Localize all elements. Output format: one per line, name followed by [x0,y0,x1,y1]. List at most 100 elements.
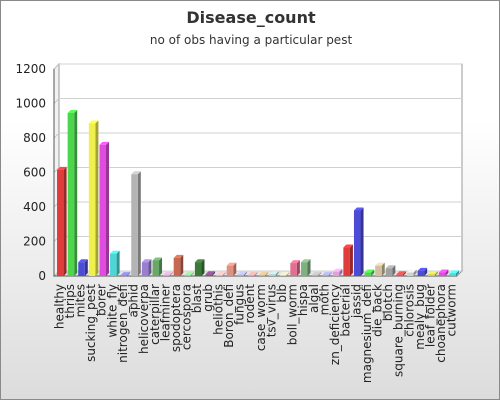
bar-top [396,271,406,275]
x-tick-label: rodent [243,284,257,324]
bar-side [137,171,141,276]
bar [332,271,340,276]
bar [141,262,149,276]
bar-top [237,271,247,275]
bar-top [290,260,300,264]
x-tick-label: moth [317,284,331,315]
bar-side [222,272,226,276]
bar [131,174,138,276]
bar-top [322,272,332,276]
bar [322,275,329,276]
x-tick-label: caterpillar [148,284,162,345]
bar [364,272,372,276]
x-tick-label: spodoptera [169,284,183,352]
bar-top [279,272,290,276]
bar-top [194,259,205,263]
bar [279,275,287,276]
bar-side [127,272,131,276]
bar-top [353,207,364,211]
bar [99,144,107,276]
bar-side [95,120,99,277]
bar [184,275,191,276]
bar-side [318,272,322,276]
x-tick-label: helicoverpa [137,284,151,354]
bar-top [226,262,237,266]
bar-side [201,259,205,276]
bar-top [300,259,311,263]
bar [163,275,170,276]
x-tick-label: cercospora [180,284,194,350]
gridline-depth [53,98,60,104]
bar-top [184,272,194,276]
bar-top [406,269,417,273]
bar-top [88,120,99,124]
x-tick-label: zn_deficiency [328,284,342,365]
bar [173,257,181,276]
bar-top [311,272,322,276]
bar-side [190,272,194,276]
y-tick-label: 1000 [15,97,46,111]
bar-top [258,272,269,276]
bar-side [212,271,216,276]
x-tick-label: leaf_folder [423,284,437,347]
bar-side [106,141,110,276]
bar [67,112,75,276]
bar-top [67,109,78,113]
x-tick-label: Boron_defi [222,284,236,348]
y-tick-label: 800 [23,131,46,145]
bar [152,260,160,276]
bar-side [328,272,332,276]
x-tick-label: healthy [52,284,66,329]
x-tick-label: leafminer [158,284,172,341]
x-tick-label: tsv_virus [264,284,278,337]
bar-side [413,269,417,276]
bar-side [286,272,290,276]
y-tick-label: 600 [23,166,46,180]
bar-top [417,267,428,271]
bar-top [173,254,184,258]
bar-top [332,268,343,272]
bar [449,273,456,276]
x-tick-label: mealy_bug [413,284,427,350]
bar-side [63,166,67,276]
y-tick-label: 1200 [15,62,46,76]
bar-side [360,207,364,276]
bar-top [131,171,141,175]
x-tick-label: sucking_pest [84,284,98,362]
chart-subtitle: no of obs having a particular pest [149,33,353,47]
x-tick-label: cutworm [445,284,459,336]
bar [110,253,117,276]
bar [385,268,393,276]
y-tick-label: 0 [38,269,46,283]
x-tick-label: mites [74,284,88,317]
bar [343,247,350,276]
x-tick-label: thrips [63,284,77,318]
bar-side [339,268,343,276]
bar-top [120,272,131,276]
bar [438,272,446,276]
bar-top [110,250,120,254]
bar [237,274,244,276]
bar-side [402,271,406,276]
chart-title: Disease_count [186,8,316,27]
gridline-depth [53,132,60,139]
x-tick-label: borer [95,284,109,316]
bar-top [449,270,459,274]
bar [311,275,319,276]
bar-side [254,272,258,276]
bar-top [163,272,173,276]
bar [417,270,425,276]
bar-top [364,269,375,273]
bar-top [78,259,88,263]
bar-side [159,257,163,276]
bar [78,262,85,276]
gridline-depth [53,167,60,173]
bar [406,272,414,276]
bar [247,275,255,276]
bar-top [438,269,449,273]
bar-side [455,270,459,276]
bar [88,123,96,277]
bar [57,169,64,276]
bar-side [148,259,152,276]
